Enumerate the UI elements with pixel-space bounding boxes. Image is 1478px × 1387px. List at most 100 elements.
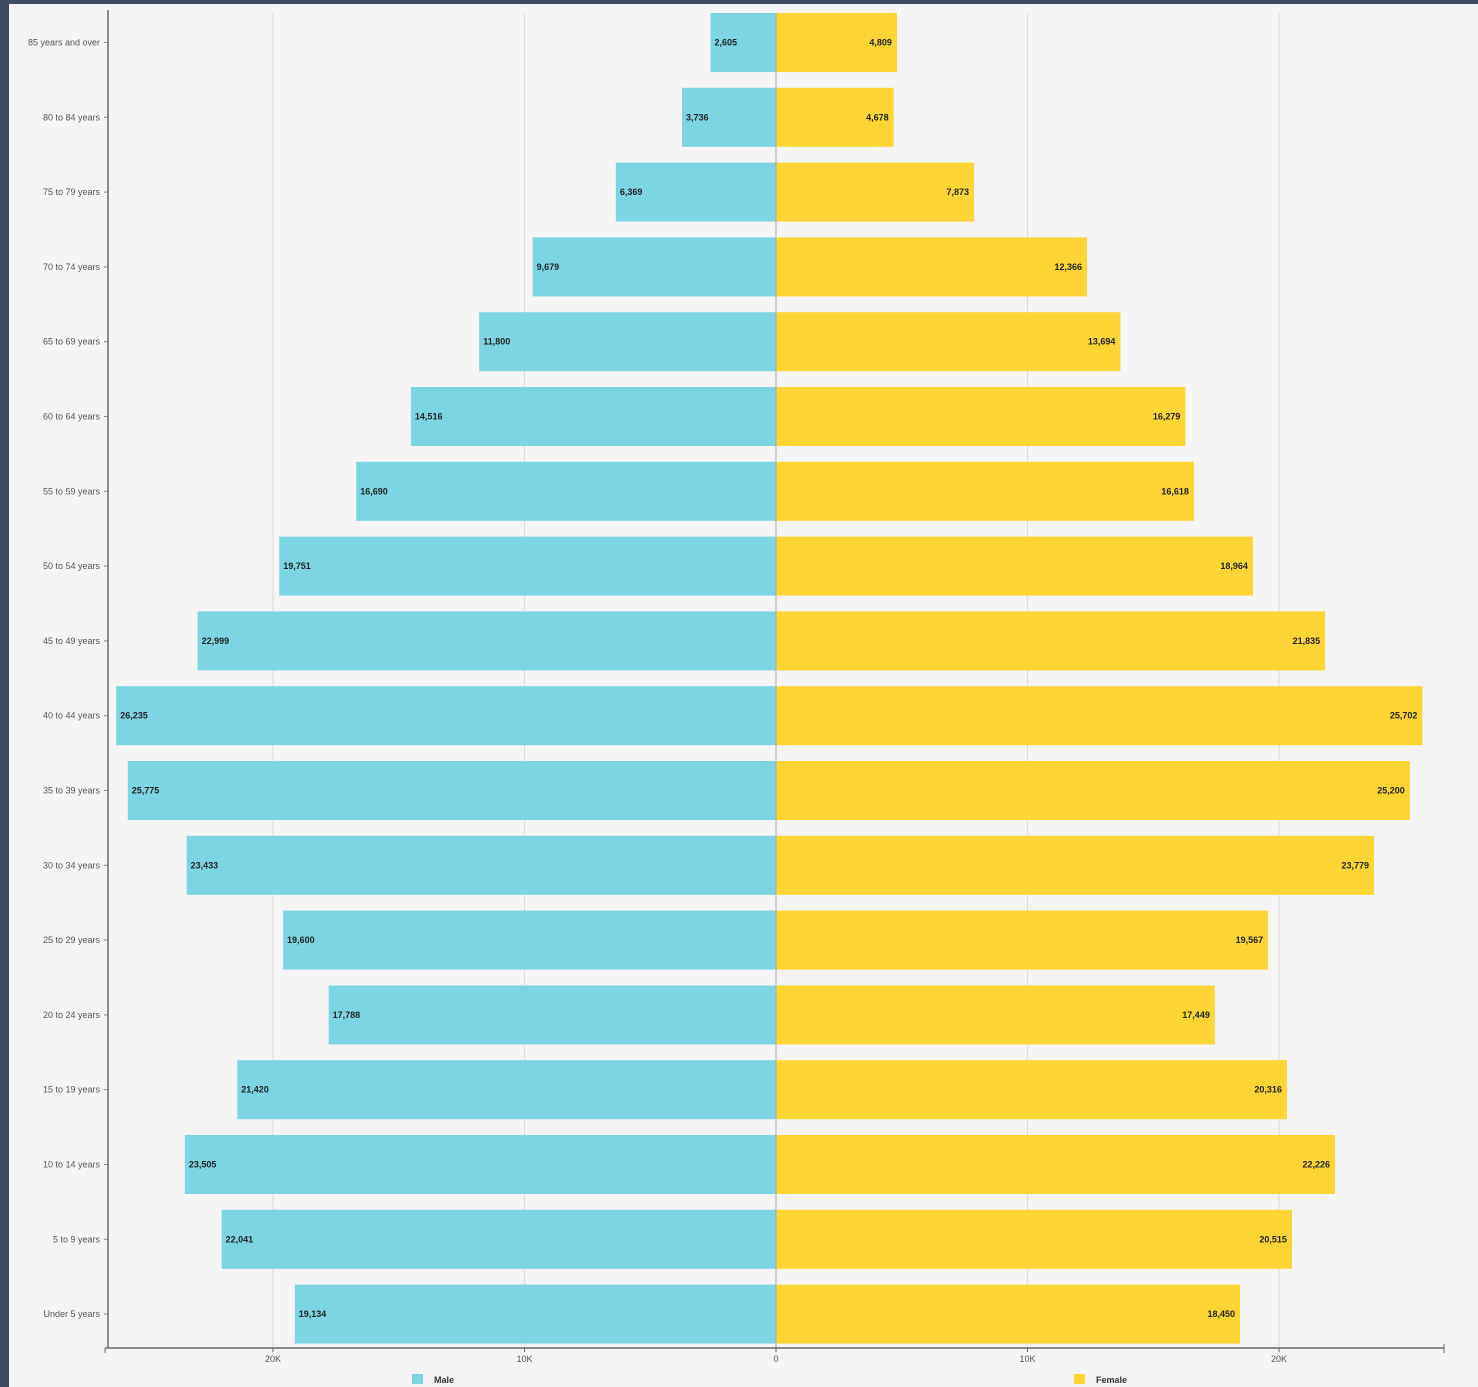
bar-male <box>116 686 776 746</box>
value-label-female: 23,779 <box>1342 860 1370 870</box>
value-label-male: 16,690 <box>360 486 388 496</box>
value-label-female: 13,694 <box>1088 337 1116 347</box>
legend-swatch-female <box>1074 1374 1085 1384</box>
bar-male <box>615 162 776 222</box>
x-tick-label: 0 <box>773 1354 778 1364</box>
value-label-male: 23,505 <box>189 1160 217 1170</box>
bar-male <box>197 611 777 671</box>
value-label-female: 25,702 <box>1390 711 1418 721</box>
value-label-male: 14,516 <box>415 412 443 422</box>
legend-label-male: Male <box>434 1375 454 1385</box>
bar-female <box>776 910 1269 970</box>
x-tick-label: 10K <box>1019 1354 1035 1364</box>
value-label-female: 22,226 <box>1302 1160 1330 1170</box>
value-label-male: 22,999 <box>202 636 230 646</box>
bar-female <box>776 13 897 72</box>
category-label: 50 to 54 years <box>43 561 101 571</box>
value-label-female: 16,618 <box>1161 486 1189 496</box>
value-label-male: 26,235 <box>120 711 148 721</box>
bar-female <box>776 1135 1335 1194</box>
bar-male <box>710 13 776 72</box>
category-label: 55 to 59 years <box>43 486 101 496</box>
bar-female <box>776 985 1215 1045</box>
value-label-male: 2,605 <box>714 38 737 48</box>
value-label-female: 4,678 <box>866 112 889 122</box>
value-label-female: 20,515 <box>1259 1234 1287 1244</box>
bar-male <box>532 237 776 297</box>
bar-male <box>410 387 776 446</box>
value-label-male: 11,800 <box>483 337 510 347</box>
value-label-male: 3,736 <box>686 112 709 122</box>
bar-female <box>776 761 1410 820</box>
category-label: 70 to 74 years <box>43 262 101 272</box>
bar-male <box>184 1135 776 1194</box>
bar-female <box>776 686 1423 746</box>
value-label-female: 18,450 <box>1207 1309 1235 1319</box>
category-label: 35 to 39 years <box>43 786 101 796</box>
value-label-male: 21,420 <box>241 1085 269 1095</box>
category-label: 65 to 69 years <box>43 337 101 347</box>
bar-male <box>479 312 776 372</box>
legend-swatch-male <box>412 1374 423 1384</box>
value-label-male: 9,679 <box>537 262 560 272</box>
x-tick-label: 20K <box>265 1354 281 1364</box>
value-label-male: 23,433 <box>191 860 219 870</box>
gridlines <box>272 13 1280 1348</box>
value-label-female: 25,200 <box>1377 786 1405 796</box>
value-label-male: 19,600 <box>287 935 315 945</box>
bar-female <box>776 1060 1287 1120</box>
value-label-female: 16,279 <box>1153 412 1181 422</box>
bars <box>116 13 1423 1344</box>
bar-male <box>682 87 776 147</box>
legend-label-female: Female <box>1096 1375 1127 1385</box>
bar-female <box>776 461 1194 521</box>
category-label: 20 to 24 years <box>43 1010 101 1020</box>
value-label-male: 25,775 <box>132 786 160 796</box>
bar-male <box>221 1209 777 1269</box>
value-label-female: 17,449 <box>1182 1010 1210 1020</box>
value-label-male: 17,788 <box>333 1010 361 1020</box>
bar-male <box>127 761 777 820</box>
category-label: 15 to 19 years <box>43 1085 101 1095</box>
bar-male <box>294 1284 776 1344</box>
axes: 85 years and over 80 to 84 years 75 to 79 … <box>28 10 1445 1364</box>
x-tick-label: 10K <box>516 1354 532 1364</box>
population-pyramid-chart: 85 years and over 80 to 84 years 75 to 79 … <box>28 10 1445 1385</box>
value-label-male: 22,041 <box>226 1234 254 1244</box>
bar-female <box>776 1284 1241 1344</box>
value-label-male: 19,751 <box>283 561 311 571</box>
value-label-male: 6,369 <box>620 187 643 197</box>
category-label: 80 to 84 years <box>43 112 101 122</box>
bar-male <box>328 985 776 1045</box>
category-label: 40 to 44 years <box>43 711 101 721</box>
bar-male <box>279 536 776 596</box>
chart-panel: 85 years and over 80 to 84 years 75 to 79 … <box>9 4 1478 1387</box>
value-labels: 2,605 4,809 3,736 4,678 6,369 7,873 9,679 12,36… <box>120 38 1417 1320</box>
bar-female <box>776 835 1375 895</box>
value-label-female: 7,873 <box>946 187 969 197</box>
bar-male <box>283 910 776 970</box>
value-label-female: 19,567 <box>1236 935 1264 945</box>
category-label: 10 to 14 years <box>43 1160 101 1170</box>
category-label: 30 to 34 years <box>43 860 101 870</box>
value-label-male: 19,134 <box>299 1309 327 1319</box>
bar-female <box>776 387 1186 446</box>
value-label-female: 12,366 <box>1054 262 1082 272</box>
bar-male <box>356 461 776 521</box>
x-tick-label: 20K <box>1271 1354 1287 1364</box>
category-label: 85 years and over <box>28 38 100 48</box>
legend: Male Female <box>412 1374 1127 1385</box>
category-label: 45 to 49 years <box>43 636 101 646</box>
value-label-female: 20,316 <box>1254 1085 1282 1095</box>
category-label: 60 to 64 years <box>43 412 101 422</box>
bar-female <box>776 611 1326 671</box>
value-label-female: 21,835 <box>1293 636 1321 646</box>
bar-male <box>186 835 777 895</box>
category-label: 25 to 29 years <box>43 935 101 945</box>
value-label-female: 4,809 <box>869 38 892 48</box>
bar-female <box>776 1209 1292 1269</box>
value-label-female: 18,964 <box>1220 561 1248 571</box>
bar-female <box>776 87 894 147</box>
bar-female <box>776 312 1121 372</box>
category-label: Under 5 years <box>43 1309 100 1319</box>
